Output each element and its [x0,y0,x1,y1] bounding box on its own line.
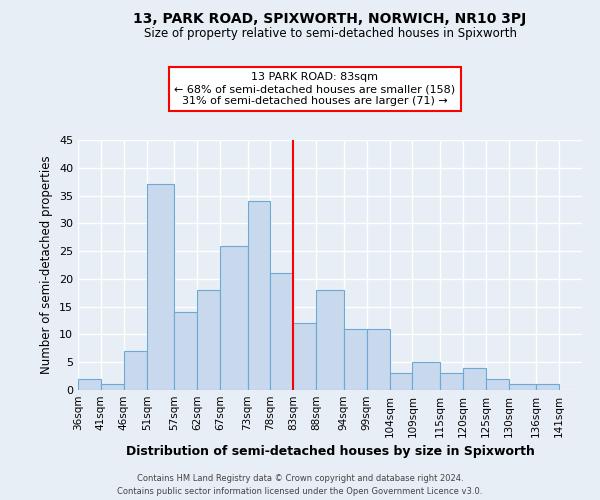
Bar [197,290,220,390]
Y-axis label: Number of semi-detached properties: Number of semi-detached properties [40,156,53,374]
Bar [440,374,463,390]
Bar [486,379,509,390]
Bar [316,290,344,390]
Bar [78,379,101,390]
Bar [412,362,440,390]
Bar [293,324,316,390]
X-axis label: Distribution of semi-detached houses by size in Spixworth: Distribution of semi-detached houses by … [125,446,535,458]
Bar [509,384,536,390]
Bar [271,274,293,390]
Text: Size of property relative to semi-detached houses in Spixworth: Size of property relative to semi-detach… [143,28,517,40]
Bar [124,351,147,390]
Text: Contains HM Land Registry data © Crown copyright and database right 2024.
Contai: Contains HM Land Registry data © Crown c… [118,474,482,496]
Bar [536,384,559,390]
Bar [101,384,124,390]
Text: 13 PARK ROAD: 83sqm
← 68% of semi-detached houses are smaller (158)
31% of semi-: 13 PARK ROAD: 83sqm ← 68% of semi-detach… [175,72,455,106]
Bar [367,329,389,390]
Text: 13, PARK ROAD, SPIXWORTH, NORWICH, NR10 3PJ: 13, PARK ROAD, SPIXWORTH, NORWICH, NR10 … [133,12,527,26]
Bar [248,201,271,390]
Bar [220,246,248,390]
Bar [389,374,412,390]
Bar [147,184,174,390]
Bar [463,368,486,390]
Bar [344,329,367,390]
Bar [174,312,197,390]
